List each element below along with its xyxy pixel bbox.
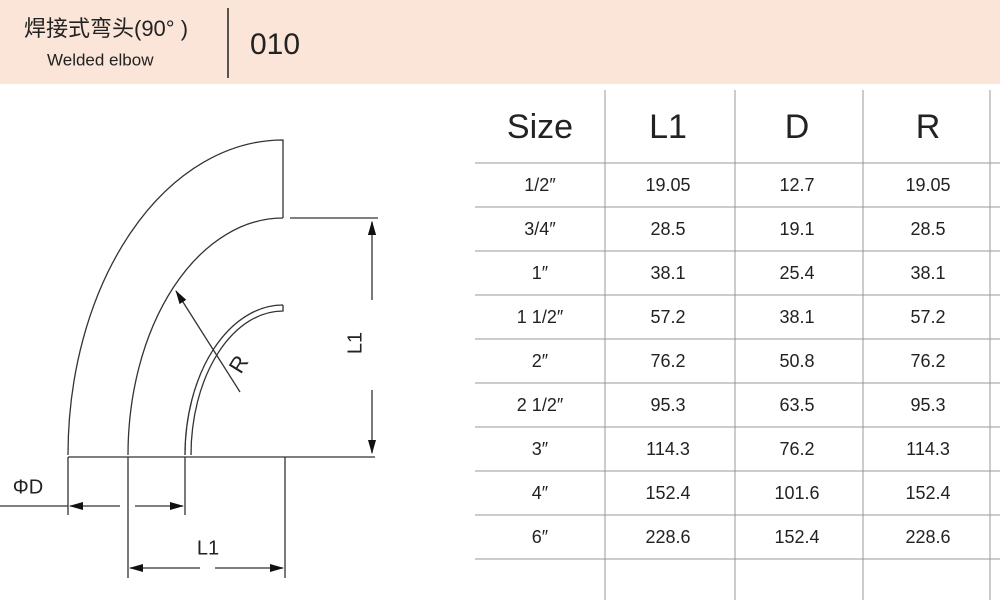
column-header: D: [785, 108, 810, 146]
table-cell: 19.05: [645, 175, 690, 195]
table-cell: 3″: [532, 439, 549, 459]
table-cell: 28.5: [650, 219, 685, 239]
table-cell: 19.1: [779, 219, 814, 239]
table-cell: 38.1: [779, 307, 814, 327]
table-cell: 3/4″: [524, 219, 556, 239]
l1-label: L1: [197, 537, 219, 559]
table-cell: 12.7: [779, 175, 814, 195]
table-cell: 50.8: [779, 351, 814, 371]
table-cell: 4″: [532, 483, 549, 503]
table-cell: 25.4: [779, 263, 814, 283]
table-cell: 228.6: [645, 527, 690, 547]
table-cell: 2 1/2″: [517, 395, 564, 415]
table-cell: 1 1/2″: [517, 307, 564, 327]
table-cell: 6″: [532, 527, 549, 547]
table-cell: 228.6: [905, 527, 950, 547]
table-cell: 101.6: [774, 483, 819, 503]
table-cell: 1″: [532, 263, 549, 283]
table-cell: 38.1: [910, 263, 945, 283]
table-cell: 57.2: [910, 307, 945, 327]
table-cell: 63.5: [779, 395, 814, 415]
l1-label: L1: [344, 332, 366, 354]
column-header: L1: [649, 108, 687, 146]
table-cell: 152.4: [905, 483, 950, 503]
table-cell: 57.2: [650, 307, 685, 327]
table-cell: 76.2: [650, 351, 685, 371]
column-header: R: [916, 108, 941, 146]
table-cell: 95.3: [910, 395, 945, 415]
table-cell: 152.4: [774, 527, 819, 547]
elbow-diagram: [0, 139, 378, 578]
table-cell: 95.3: [650, 395, 685, 415]
header-code: 010: [250, 28, 300, 61]
table-cell: 76.2: [779, 439, 814, 459]
table-cell: 152.4: [645, 483, 690, 503]
header-title: 焊接式弯头(90° ): [24, 16, 188, 41]
table-cell: 114.3: [906, 439, 950, 459]
table-cell: 19.05: [905, 175, 950, 195]
header-band: [0, 0, 1000, 84]
table-cell: 2″: [532, 351, 549, 371]
header-subtitle: Welded elbow: [47, 50, 154, 69]
table-cell: 38.1: [650, 263, 685, 283]
spec-table: Size L1 D R 1/2″ 19.05 12.7 19.05 3/4″ 28.5 19.1 28…: [475, 90, 1000, 600]
table-cell: 28.5: [910, 219, 945, 239]
phi-d-label: ΦD: [13, 476, 43, 498]
table-cell: 114.3: [646, 439, 690, 459]
table-cell: 1/2″: [524, 175, 556, 195]
column-header: Size: [507, 108, 573, 146]
table-cell: 76.2: [910, 351, 945, 371]
